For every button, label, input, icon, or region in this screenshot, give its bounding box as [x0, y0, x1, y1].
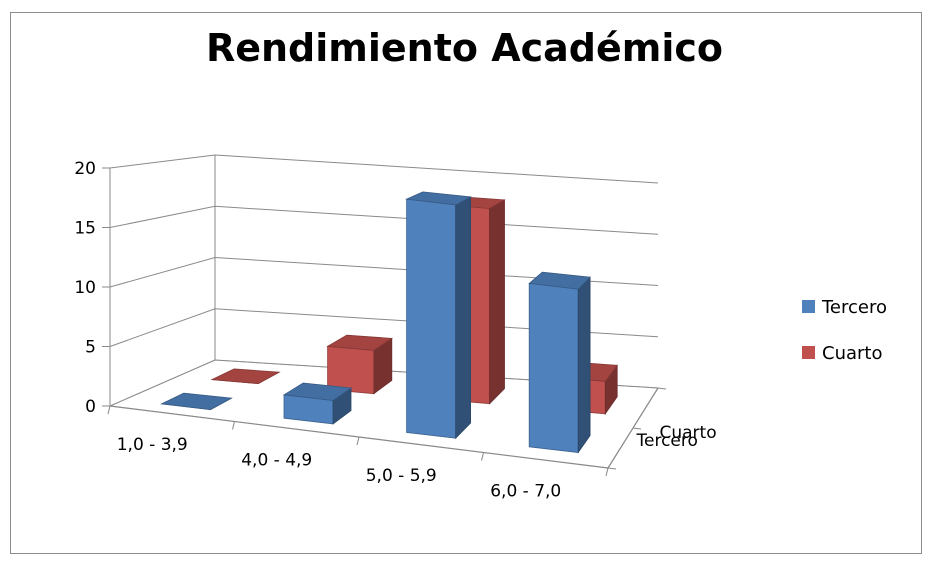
category-tick: [232, 421, 235, 430]
legend-label: Tercero: [821, 297, 887, 318]
bar-side-face: [489, 199, 505, 405]
chart-legend: Tercero Cuarto: [802, 297, 887, 364]
bar-side-face: [455, 196, 472, 440]
gridline: [109, 205, 659, 235]
category-tick: [481, 452, 484, 461]
legend-swatch: [802, 346, 815, 359]
category-tick: [107, 405, 111, 415]
bar-side-face: [577, 276, 591, 454]
bar-front-face: [406, 198, 457, 439]
chart-title: Rendimiento Académico: [205, 26, 724, 70]
chart-walls: [102, 154, 667, 477]
y-tick-label: 20: [74, 159, 96, 179]
chart-labels: 0 5 10 15 20 1,0 - 3,9 4,0 - 4,9 5,0 - 5,9 6,0 -…: [74, 159, 716, 501]
bar-top-face: [210, 368, 281, 385]
bar-top-face: [160, 392, 233, 411]
y-tick-label: 5: [85, 338, 96, 358]
category-tick: [356, 436, 360, 446]
bar-top-face: [528, 271, 591, 290]
gridline: [109, 154, 659, 184]
series-tick: [607, 467, 617, 470]
category-label: 5,0 - 5,9: [366, 466, 437, 486]
y-tick-label: 15: [74, 219, 96, 239]
depth-label: Tercero: [636, 431, 698, 451]
bar-tercero: [282, 382, 353, 425]
category-tick: [605, 467, 609, 477]
category-label: 4,0 - 4,9: [241, 450, 312, 470]
legend-swatch: [802, 300, 815, 313]
bar-tercero: [160, 392, 233, 411]
depth-label: Cuarto: [660, 423, 717, 443]
bar-cuarto: [210, 368, 281, 385]
bar-tercero: [528, 271, 591, 454]
bar-cuarto: [326, 334, 393, 395]
y-tick-label: 10: [74, 278, 96, 298]
series-tick: [632, 427, 642, 430]
series-tick: [657, 387, 667, 390]
y-tick-label: 0: [85, 397, 96, 417]
bar-top-face: [282, 382, 353, 401]
category-label: 1,0 - 3,9: [117, 435, 188, 455]
category-label: 6,0 - 7,0: [490, 481, 561, 501]
bar-front-face: [528, 282, 579, 453]
bar-top-face: [326, 334, 393, 351]
bar-top-face: [405, 191, 472, 206]
chart-bars: [160, 191, 618, 454]
bar-tercero: [405, 191, 472, 440]
legend-label: Cuarto: [822, 343, 882, 364]
